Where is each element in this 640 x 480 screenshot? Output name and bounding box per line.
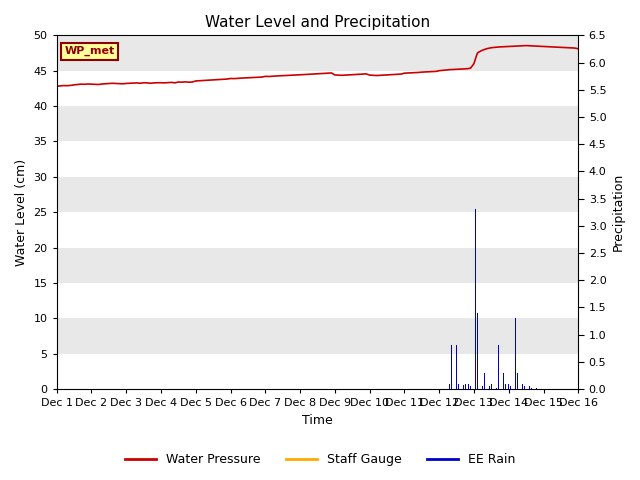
Y-axis label: Water Level (cm): Water Level (cm) [15, 158, 28, 266]
Legend: Water Pressure, Staff Gauge, EE Rain: Water Pressure, Staff Gauge, EE Rain [120, 448, 520, 471]
Bar [57, 71, 579, 106]
Bar [57, 36, 579, 71]
Bar [57, 354, 579, 389]
X-axis label: Time: Time [302, 414, 333, 427]
Bar [57, 318, 579, 354]
Bar [57, 212, 579, 248]
Text: WP_met: WP_met [65, 46, 115, 56]
Bar [57, 142, 579, 177]
Title: Water Level and Precipitation: Water Level and Precipitation [205, 15, 430, 30]
Bar [57, 106, 579, 142]
Bar [57, 177, 579, 212]
Bar [57, 283, 579, 318]
Y-axis label: Precipitation: Precipitation [612, 173, 625, 252]
Bar [57, 248, 579, 283]
